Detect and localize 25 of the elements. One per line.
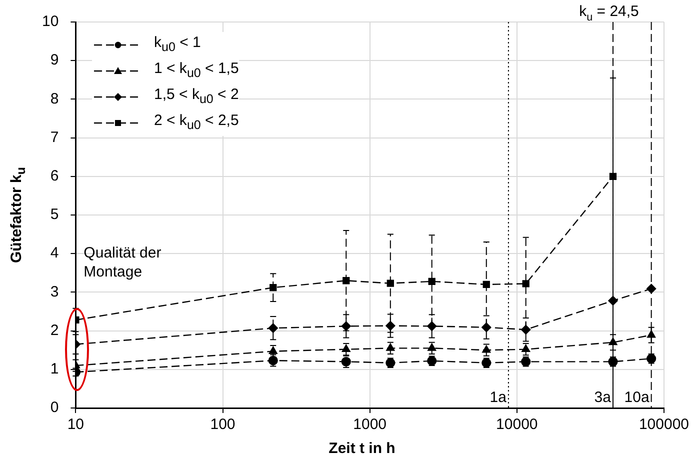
y-tick-label: 0 bbox=[50, 399, 59, 416]
y-tick-label: 4 bbox=[50, 244, 59, 262]
x-tick-label: 100 bbox=[210, 416, 236, 434]
y-tick-label: 1 bbox=[50, 360, 59, 378]
y-tick-label: 3 bbox=[50, 283, 59, 300]
x-tick-label: 100000 bbox=[638, 416, 690, 434]
ref-line-label: 3a bbox=[594, 389, 612, 406]
y-tick-label: 10 bbox=[42, 13, 59, 30]
y-tick-label: 7 bbox=[50, 128, 59, 146]
legend-label: k$_{u0}$ < 1 bbox=[154, 33, 201, 56]
legend-label: 1 < k$_{u0}$ < 1,5 bbox=[154, 59, 239, 82]
y-tick-label: 9 bbox=[50, 52, 59, 69]
ref-line-label: 10a bbox=[624, 389, 650, 406]
y-tick-label: 5 bbox=[50, 206, 59, 224]
ref-line-label: 1a bbox=[490, 389, 508, 406]
x-axis-title: Zeit t in h bbox=[328, 440, 396, 457]
x-tick-label: 1000 bbox=[353, 416, 387, 434]
legend-label: 2 < k$_{u0}$ < 2,5 bbox=[154, 111, 239, 134]
y-tick-label: 6 bbox=[50, 168, 59, 185]
x-tick-label: 10000 bbox=[496, 416, 538, 434]
legend-label: 1,5 < k$_{u0}$ < 2 bbox=[154, 85, 239, 108]
y-tick-label: 8 bbox=[50, 90, 59, 108]
y-tick-label: 2 bbox=[50, 322, 59, 339]
annotation: Qualität der Montage bbox=[84, 244, 162, 280]
x-tick-label: 10 bbox=[67, 416, 84, 434]
